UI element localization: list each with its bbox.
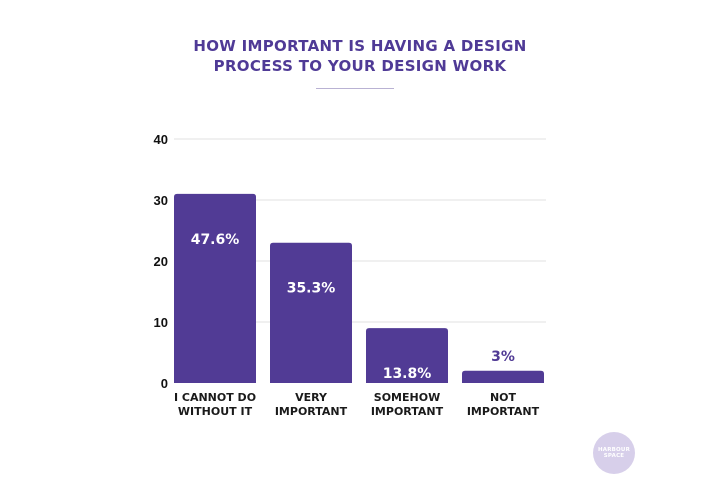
x-category-label: VERY xyxy=(295,391,328,404)
chart-title: HOW IMPORTANT IS HAVING A DESIGN PROCESS… xyxy=(0,36,720,76)
x-category-label: I CANNOT DO xyxy=(174,391,256,404)
y-tick-label: 0 xyxy=(161,376,168,391)
y-tick-label: 40 xyxy=(154,132,168,147)
x-category-label: SOMEHOW xyxy=(374,391,440,404)
data-label: 47.6% xyxy=(191,232,240,248)
title-divider xyxy=(316,88,394,89)
bar-3 xyxy=(366,328,448,383)
x-category-label: NOT xyxy=(490,391,517,404)
y-tick-label: 10 xyxy=(154,315,168,330)
x-category-label: IMPORTANT xyxy=(371,405,444,418)
logo-line-1: HARBOUR xyxy=(597,447,631,453)
x-category-label: IMPORTANT xyxy=(275,405,348,418)
bar-1 xyxy=(174,193,256,383)
y-tick-label: 30 xyxy=(154,193,168,208)
logo-line-2: SPACE xyxy=(603,453,625,459)
chart-title-line-1: HOW IMPORTANT IS HAVING A DESIGN xyxy=(193,37,527,55)
bar-2 xyxy=(270,242,352,383)
harbour-space-logo: HARBOUR SPACE xyxy=(593,432,635,474)
data-label: 3% xyxy=(491,349,515,365)
x-category-label: IMPORTANT xyxy=(467,405,540,418)
y-tick-label: 20 xyxy=(154,254,168,269)
x-category-label: WITHOUT IT xyxy=(178,405,253,418)
data-label: 13.8% xyxy=(383,366,432,382)
data-label: 35.3% xyxy=(287,281,336,297)
chart-title-line-2: PROCESS TO YOUR DESIGN WORK xyxy=(213,57,507,75)
bar-4 xyxy=(462,370,544,383)
